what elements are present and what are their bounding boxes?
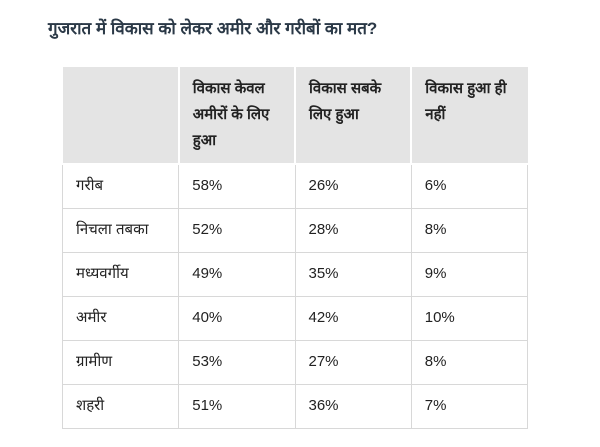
page-title: गुजरात में विकास को लेकर अमीर और गरीबों … <box>48 19 378 38</box>
column-header-no-dev: विकास हुआ ही नहीं <box>410 67 528 165</box>
value-cell: 9% <box>410 251 529 297</box>
row-label-cell: अमीर <box>61 295 180 341</box>
table-header-row: विकास केवल अमीरों के लिए हुआ विकास सबके … <box>62 67 528 165</box>
value-cell: 58% <box>178 163 296 209</box>
row-label-cell: गरीब <box>61 163 180 209</box>
table-row: ग्रामीण 53% 27% 8% <box>61 339 529 385</box>
row-label-cell: ग्रामीण <box>61 339 180 385</box>
opinion-table: विकास केवल अमीरों के लिए हुआ विकास सबके … <box>61 67 529 429</box>
value-cell: 28% <box>294 207 412 253</box>
column-header-empty <box>62 67 180 165</box>
value-cell: 8% <box>410 207 529 253</box>
column-header-dev-for-all: विकास सबके लिए हुआ <box>293 67 413 165</box>
row-label-cell: शहरी <box>61 383 180 429</box>
row-label-cell: मध्यवर्गीय <box>61 251 180 297</box>
value-cell: 40% <box>178 295 296 341</box>
table-row: शहरी 51% 36% 7% <box>61 383 529 429</box>
value-cell: 6% <box>410 163 529 209</box>
value-cell: 8% <box>410 339 529 385</box>
value-cell: 7% <box>410 383 529 429</box>
table-row: अमीर 40% 42% 10% <box>61 295 529 341</box>
value-cell: 53% <box>178 339 296 385</box>
value-cell: 51% <box>178 383 296 429</box>
table-row: गरीब 58% 26% 6% <box>61 163 529 209</box>
value-cell: 26% <box>294 163 412 209</box>
value-cell: 52% <box>178 207 296 253</box>
value-cell: 42% <box>294 295 412 341</box>
table-row: निचला तबका 52% 28% 8% <box>61 207 529 253</box>
value-cell: 49% <box>178 251 296 297</box>
column-header-dev-only-rich: विकास केवल अमीरों के लिए हुआ <box>177 67 297 165</box>
value-cell: 36% <box>294 383 412 429</box>
value-cell: 35% <box>294 251 412 297</box>
value-cell: 10% <box>410 295 529 341</box>
table-row: मध्यवर्गीय 49% 35% 9% <box>61 251 529 297</box>
row-label-cell: निचला तबका <box>61 207 180 253</box>
value-cell: 27% <box>294 339 412 385</box>
